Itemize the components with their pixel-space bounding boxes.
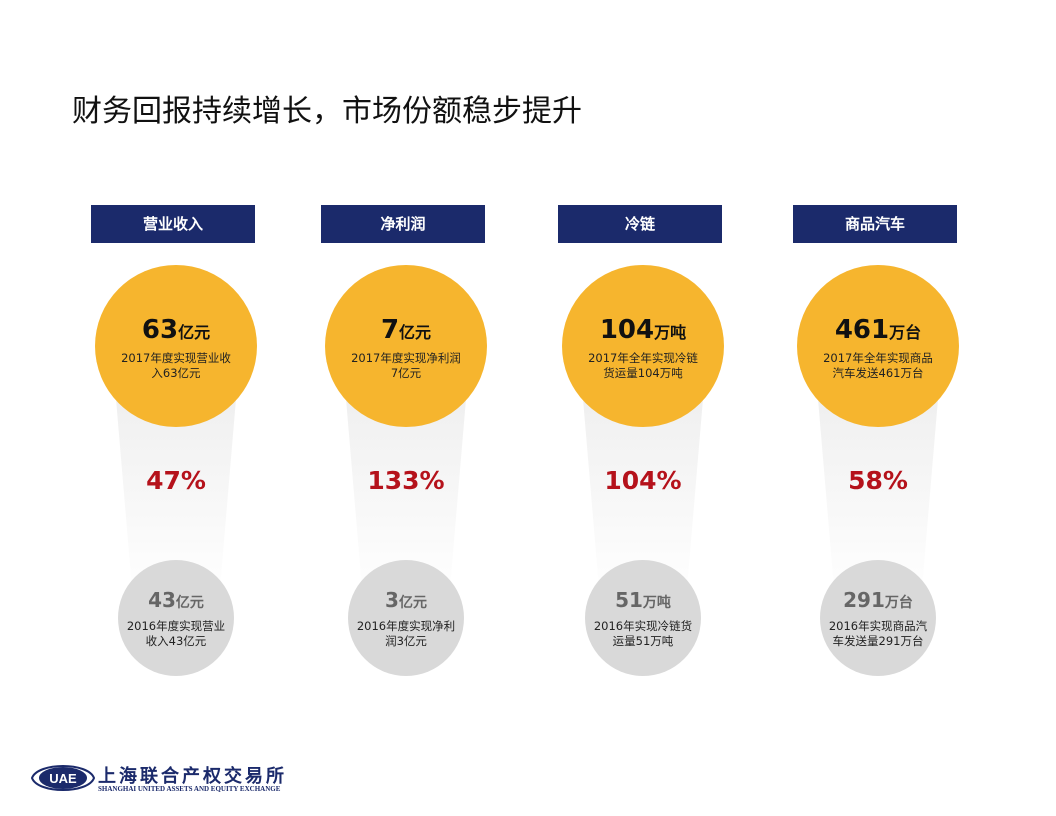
metric-label: 净利润 (321, 205, 485, 243)
current-unit: 亿元 (399, 323, 432, 342)
logo-name-cn: 上海联合产权交易所 (98, 766, 287, 787)
current-unit: 万台 (889, 323, 922, 342)
previous-desc: 2016年实现冷链货运量51万吨 (593, 619, 693, 648)
current-desc: 2017年度实现净利润7亿元 (351, 351, 461, 380)
metric-label: 营业收入 (91, 205, 255, 243)
current-year-circle: 461万台 2017年全年实现商品汽车发送461万台 (797, 265, 959, 427)
current-desc: 2017年全年实现商品汽车发送461万台 (823, 351, 933, 380)
current-desc: 2017年度实现营业收入63亿元 (121, 351, 231, 380)
growth-rate: 58% (848, 466, 908, 495)
previous-value: 3 (385, 588, 399, 612)
growth-rate: 47% (146, 466, 206, 495)
current-value: 7 (380, 315, 400, 345)
metric-column-revenue: 营业收入 63亿元 2017年度实现营业收入63亿元 47% 43亿元 2016… (91, 0, 261, 816)
current-unit: 亿元 (178, 323, 211, 342)
current-year-circle: 63亿元 2017年度实现营业收入63亿元 (95, 265, 257, 427)
previous-year-circle: 3亿元 2016年度实现净利润3亿元 (348, 560, 464, 676)
current-unit: 万吨 (654, 323, 687, 342)
previous-desc: 2016年度实现营业收入43亿元 (126, 619, 226, 648)
current-value: 461 (834, 315, 890, 345)
logo-name-en: SHANGHAI UNITED ASSETS AND EQUITY EXCHAN… (98, 785, 281, 793)
growth-rate: 133% (367, 466, 445, 495)
previous-unit: 万台 (884, 595, 913, 611)
previous-unit: 亿元 (398, 595, 427, 611)
uae-logo-icon: UAE (30, 765, 96, 791)
current-year-circle: 104万吨 2017年全年实现冷链货运量104万吨 (562, 265, 724, 427)
current-desc: 2017年全年实现冷链货运量104万吨 (588, 351, 698, 380)
previous-year-circle: 291万台 2016年实现商品汽车发送量291万台 (820, 560, 936, 676)
previous-unit: 亿元 (175, 595, 204, 611)
previous-value: 51 (615, 588, 643, 612)
previous-year-circle: 43亿元 2016年度实现营业收入43亿元 (118, 560, 234, 676)
metric-column-vehicles: 商品汽车 461万台 2017年全年实现商品汽车发送461万台 58% 291万… (793, 0, 963, 816)
previous-value: 43 (148, 588, 176, 612)
current-value: 104 (599, 315, 655, 345)
previous-unit: 万吨 (642, 595, 671, 611)
metric-column-cold-chain: 冷链 104万吨 2017年全年实现冷链货运量104万吨 104% 51万吨 2… (558, 0, 728, 816)
metric-column-net-profit: 净利润 7亿元 2017年度实现净利润7亿元 133% 3亿元 2016年度实现… (321, 0, 491, 816)
previous-desc: 2016年度实现净利润3亿元 (356, 619, 456, 648)
previous-value: 291 (843, 588, 885, 612)
previous-year-circle: 51万吨 2016年实现冷链货运量51万吨 (585, 560, 701, 676)
previous-desc: 2016年实现商品汽车发送量291万台 (828, 619, 928, 648)
current-year-circle: 7亿元 2017年度实现净利润7亿元 (325, 265, 487, 427)
logo-abbr: UAE (49, 771, 77, 786)
current-value: 63 (141, 315, 179, 345)
metric-label: 冷链 (558, 205, 722, 243)
growth-rate: 104% (604, 466, 682, 495)
page-title: 财务回报持续增长，市场份额稳步提升 (72, 94, 582, 129)
metric-label: 商品汽车 (793, 205, 957, 243)
